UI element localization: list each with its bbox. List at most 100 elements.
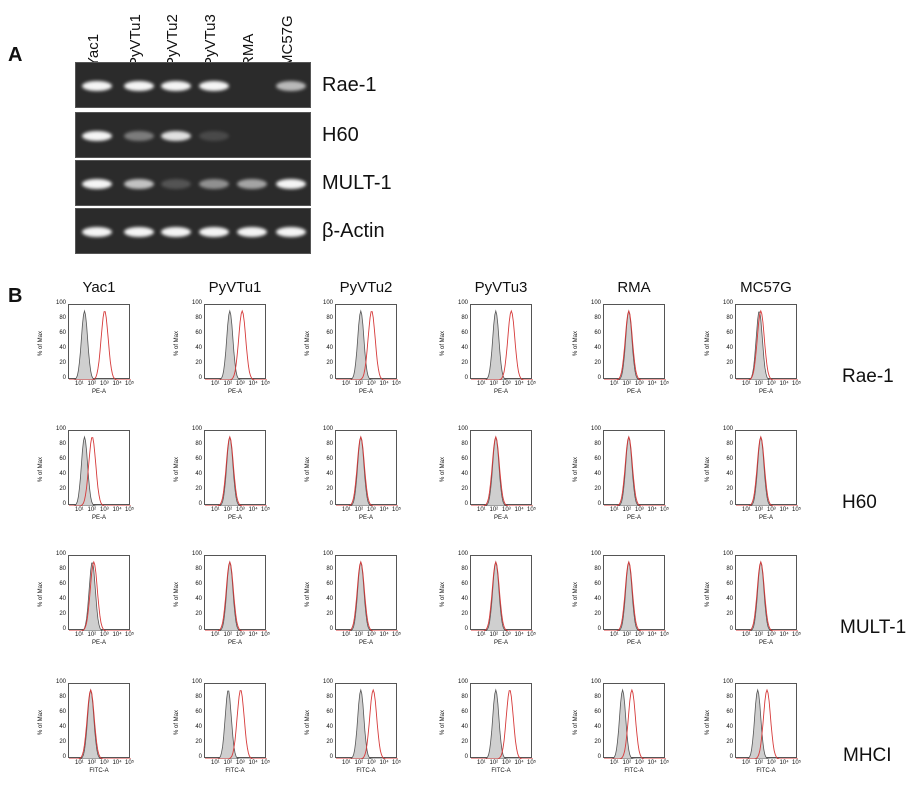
- y-tick-label: 0: [597, 626, 601, 632]
- x-tick-label: 10²: [223, 760, 233, 766]
- x-tick-label: 10⁴: [248, 507, 258, 513]
- x-axis-label: PE-A: [758, 389, 773, 395]
- histogram-plot: [335, 555, 398, 631]
- x-tick-label: 10⁴: [248, 632, 258, 638]
- y-tick-label: 20: [59, 739, 66, 745]
- y-tick-label: 40: [195, 471, 202, 477]
- histogram-svg: [336, 560, 398, 631]
- stain-histogram: [736, 309, 798, 380]
- x-tick-label: 10⁵: [792, 632, 802, 638]
- x-tick-label: 10⁴: [514, 507, 524, 513]
- y-tick-label: 100: [722, 426, 733, 432]
- y-tick-label: 80: [326, 694, 333, 700]
- y-axis-label: % of Max: [38, 330, 44, 356]
- y-tick-label: 100: [722, 679, 733, 685]
- x-tick-label: 10²: [87, 632, 97, 638]
- x-tick-label: 10³: [367, 507, 376, 513]
- y-tick-label: 0: [597, 754, 601, 760]
- x-tick-label: 10¹: [342, 381, 351, 387]
- y-tick-label: 100: [590, 551, 601, 557]
- y-tick-label: 80: [59, 315, 66, 321]
- x-tick-label: 10³: [100, 632, 109, 638]
- x-tick-label: 10²: [489, 381, 499, 387]
- histogram-plot: [68, 430, 131, 506]
- y-tick-label: 20: [326, 611, 333, 617]
- x-axis-label: PE-A: [358, 640, 373, 646]
- gel-band: [82, 81, 112, 91]
- x-tick-label: 10³: [635, 760, 644, 766]
- y-tick-label: 60: [59, 581, 66, 587]
- stain-histogram: [471, 560, 533, 631]
- x-tick-label: 10²: [354, 507, 364, 513]
- stain-histogram: [205, 309, 267, 380]
- x-tick-label: 10⁴: [779, 381, 789, 387]
- histogram-plot: [603, 555, 666, 631]
- gel-strip: [75, 62, 311, 108]
- y-axis-label: % of Max: [573, 581, 579, 607]
- x-tick-label: 10⁴: [248, 760, 258, 766]
- x-tick-label: 10⁵: [392, 507, 402, 513]
- y-axis-label: % of Max: [174, 456, 180, 482]
- y-tick-label: 40: [594, 471, 601, 477]
- y-tick-label: 100: [191, 679, 202, 685]
- x-tick-label: 10⁵: [660, 760, 670, 766]
- x-tick-label: 10³: [100, 760, 109, 766]
- x-tick-label: 10¹: [610, 760, 619, 766]
- y-axis-label: % of Max: [174, 581, 180, 607]
- y-tick-label: 40: [594, 345, 601, 351]
- histogram-svg: [471, 560, 533, 631]
- y-tick-label: 20: [594, 739, 601, 745]
- x-tick-label: 10³: [502, 507, 511, 513]
- x-tick-label: 10¹: [211, 760, 220, 766]
- column-header: PyVTu3: [474, 279, 528, 296]
- y-tick-label: 40: [461, 596, 468, 602]
- x-tick-label: 10¹: [610, 381, 619, 387]
- x-tick-label: 10²: [223, 507, 233, 513]
- histogram-plot: [68, 304, 131, 380]
- lane-label: PyVTu3: [202, 14, 219, 67]
- isotype-histogram: [69, 309, 131, 380]
- x-tick-label: 10²: [622, 507, 632, 513]
- x-tick-label: 10³: [367, 760, 376, 766]
- x-axis-label: PE-A: [493, 389, 508, 395]
- y-tick-label: 20: [594, 611, 601, 617]
- histogram-plot: [68, 683, 131, 759]
- y-tick-label: 20: [594, 486, 601, 492]
- stain-histogram: [604, 688, 666, 759]
- x-axis-label: PE-A: [626, 389, 641, 395]
- gel-band: [237, 227, 267, 237]
- y-tick-label: 80: [195, 694, 202, 700]
- y-tick-label: 0: [62, 375, 66, 381]
- y-tick-label: 80: [195, 441, 202, 447]
- x-axis-label: PE-A: [626, 515, 641, 521]
- y-tick-label: 100: [55, 300, 66, 306]
- y-tick-label: 60: [594, 709, 601, 715]
- y-tick-label: 80: [195, 566, 202, 572]
- x-tick-label: 10²: [223, 632, 233, 638]
- x-tick-label: 10¹: [742, 632, 751, 638]
- histogram-plot: [735, 555, 798, 631]
- gel-band: [276, 81, 306, 91]
- histogram-svg: [736, 688, 798, 759]
- y-axis-label: % of Max: [705, 581, 711, 607]
- gel-band: [276, 227, 306, 237]
- isotype-histogram: [336, 309, 398, 380]
- y-tick-label: 60: [326, 330, 333, 336]
- stain-histogram: [69, 311, 131, 380]
- gel-strip: [75, 112, 311, 158]
- x-tick-label: 10⁴: [514, 760, 524, 766]
- histogram-plot: [204, 555, 267, 631]
- x-tick-label: 10⁵: [660, 381, 670, 387]
- x-axis-label: PE-A: [626, 640, 641, 646]
- x-tick-label: 10³: [635, 507, 644, 513]
- histogram-svg: [69, 435, 131, 506]
- y-tick-label: 0: [729, 501, 733, 507]
- x-axis-label: FITC-A: [491, 768, 511, 774]
- lane-label: PyVTu2: [164, 14, 181, 67]
- isotype-histogram: [471, 435, 533, 506]
- isotype-histogram: [336, 435, 398, 506]
- x-tick-label: 10²: [223, 381, 233, 387]
- column-header: PyVTu2: [339, 279, 393, 296]
- x-tick-label: 10³: [635, 381, 644, 387]
- y-tick-label: 60: [726, 330, 733, 336]
